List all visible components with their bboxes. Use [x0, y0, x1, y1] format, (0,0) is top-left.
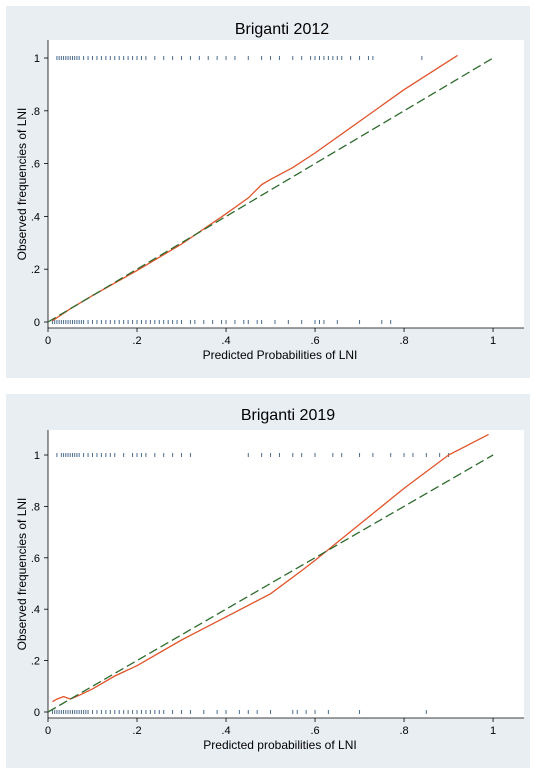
- reference-line: [47, 454, 494, 713]
- y-tick-label: .6: [31, 159, 40, 171]
- chart-title: Briganti 2019: [241, 407, 335, 424]
- x-tick-label: .4: [221, 725, 230, 737]
- y-axis-title: Observed frequencies of LNI: [15, 498, 29, 651]
- x-axis-title: Predicted Probabilities of LNI: [203, 348, 358, 362]
- x-tick-label: 1: [490, 335, 496, 347]
- y-tick-label: .8: [31, 501, 40, 513]
- y-tick-label: .2: [31, 264, 40, 276]
- y-tick-label: .2: [31, 656, 40, 668]
- y-tick-label: .6: [31, 553, 40, 565]
- plot-area: [48, 40, 524, 328]
- y-tick-label: 0: [34, 317, 40, 329]
- x-tick-label: 0: [45, 335, 51, 347]
- y-axis-title: Observed frequencies of LNI: [15, 108, 29, 261]
- x-tick-label: .4: [221, 335, 230, 347]
- chart-title: Briganti 2012: [235, 21, 329, 38]
- calibration-chart-2019: Briganti 2019 0 .2 .4 .6 .8 1 0 .2 .4 .6 .8 1 Predic…: [15, 407, 524, 752]
- x-tick-label: .8: [399, 335, 408, 347]
- y-tick-label: .4: [31, 604, 40, 616]
- calibration-chart-2012: Briganti 2012 0 .2 .4 .6 .8 1 0 .2 .4 .6 .8 1 Predic…: [15, 21, 524, 362]
- calibration-curve: [52, 433, 489, 703]
- reference-line: [47, 57, 494, 323]
- x-tick-label: .6: [310, 335, 319, 347]
- x-axis-title: Predicted probabilities of LNI: [203, 738, 356, 752]
- x-tick-label: .8: [399, 725, 408, 737]
- y-tick-label: 1: [34, 53, 40, 65]
- y-tick-label: .8: [31, 106, 40, 118]
- y-tick-label: .4: [31, 211, 40, 223]
- x-tick-label: 0: [45, 725, 51, 737]
- x-tick-label: .2: [132, 335, 141, 347]
- x-tick-label: .2: [132, 725, 141, 737]
- x-tick-label: .6: [310, 725, 319, 737]
- calibration-panel-2012: Briganti 2012 0 .2 .4 .6 .8 1 0 .2 .4 .6 .8 1 Predic…: [6, 6, 530, 378]
- calibration-panel-2019: Briganti 2019 0 .2 .4 .6 .8 1 0 .2 .4 .6 .8 1 Predic…: [6, 394, 530, 768]
- y-tick-label: 0: [34, 707, 40, 719]
- x-tick-label: 1: [490, 725, 496, 737]
- y-tick-label: 1: [34, 450, 40, 462]
